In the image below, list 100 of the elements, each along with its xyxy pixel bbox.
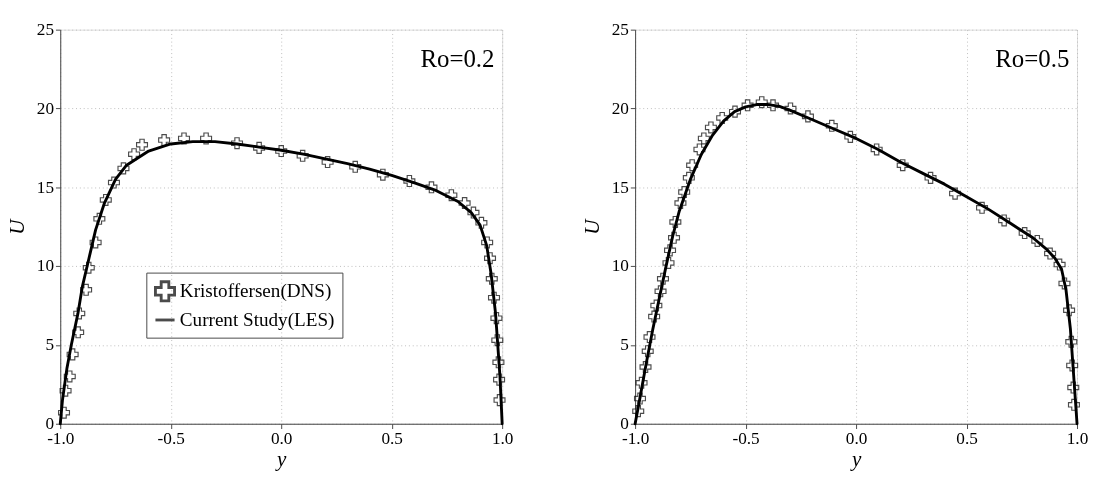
point [1031,234,1044,247]
point [976,201,989,214]
point [632,405,645,418]
point [89,236,102,249]
point [59,384,72,397]
point [445,189,458,202]
point [117,162,130,175]
legend-label: Kristoffersen(DNS) [179,280,332,303]
y-tick-label: 20 [611,98,629,118]
point [158,133,171,147]
point [349,160,362,173]
point [492,356,505,369]
point [716,111,729,124]
point [697,132,710,145]
y-axis-title: U [580,217,605,235]
point [1058,277,1071,290]
point [275,145,288,158]
point [483,252,497,265]
point [674,197,687,210]
point [755,96,768,109]
point [376,168,389,181]
x-axis-title: y [849,447,862,472]
point [425,181,438,194]
y-tick-label: 5 [620,335,629,355]
point [643,331,656,344]
point [487,291,501,304]
point [693,143,706,156]
point [801,110,814,123]
point [654,285,667,298]
point [704,121,717,134]
y-axis-title: U [5,217,30,235]
point [667,231,681,244]
point [82,261,95,274]
point [403,174,416,188]
y-tick-label: 15 [36,177,55,197]
point [481,236,494,249]
point [80,283,93,296]
y-tick-label: 20 [36,98,55,118]
point [485,272,498,285]
point [296,149,309,162]
point [200,132,213,145]
point [664,244,677,257]
point [1065,335,1078,348]
point [253,141,266,154]
point [1044,247,1057,260]
point [998,214,1011,227]
point [135,138,149,151]
point [321,156,334,169]
point [467,206,480,219]
point [128,148,141,161]
point [650,299,663,312]
point [1067,381,1080,394]
y-tick-label: 15 [611,177,629,197]
y-tick-label: 25 [611,19,629,39]
point [924,171,937,184]
point [641,345,654,358]
point [99,193,112,206]
point [1018,226,1031,240]
point [949,187,962,200]
point [66,348,79,361]
x-tick-label: -0.5 [732,429,760,449]
x-tick-label: 1.0 [491,429,514,449]
point [766,99,780,112]
point [1066,359,1079,372]
point [1067,398,1080,411]
point [493,394,506,407]
point [639,360,652,374]
point [686,159,699,172]
point [656,272,669,285]
point [669,215,682,229]
point [728,105,742,118]
x-tick-label: 0.5 [956,429,978,449]
point [57,406,71,419]
y-tick-label: 10 [611,256,629,276]
y-tick-label: 25 [36,19,55,39]
point [475,216,488,229]
point [230,137,244,150]
annotation: Ro=0.2 [420,44,495,72]
point [177,132,191,145]
y-tick-label: 10 [36,256,55,276]
point [73,307,86,320]
point [844,130,857,143]
point [635,376,648,389]
x-tick-label: 1.0 [1066,429,1089,449]
y-tick-label: 5 [45,335,55,355]
point [1063,304,1076,317]
point [490,312,503,325]
point [1053,258,1066,271]
point [458,197,471,210]
point [741,99,754,112]
point [633,392,647,405]
point [825,119,838,132]
point [493,373,506,386]
x-tick-label: 0.5 [381,429,403,449]
annotation: Ro=0.5 [995,44,1070,72]
point [107,176,120,189]
point [72,326,85,339]
x-tick-label: -0.5 [157,429,185,449]
point [682,171,695,184]
legend-label: Current Study(LES) [179,308,335,331]
